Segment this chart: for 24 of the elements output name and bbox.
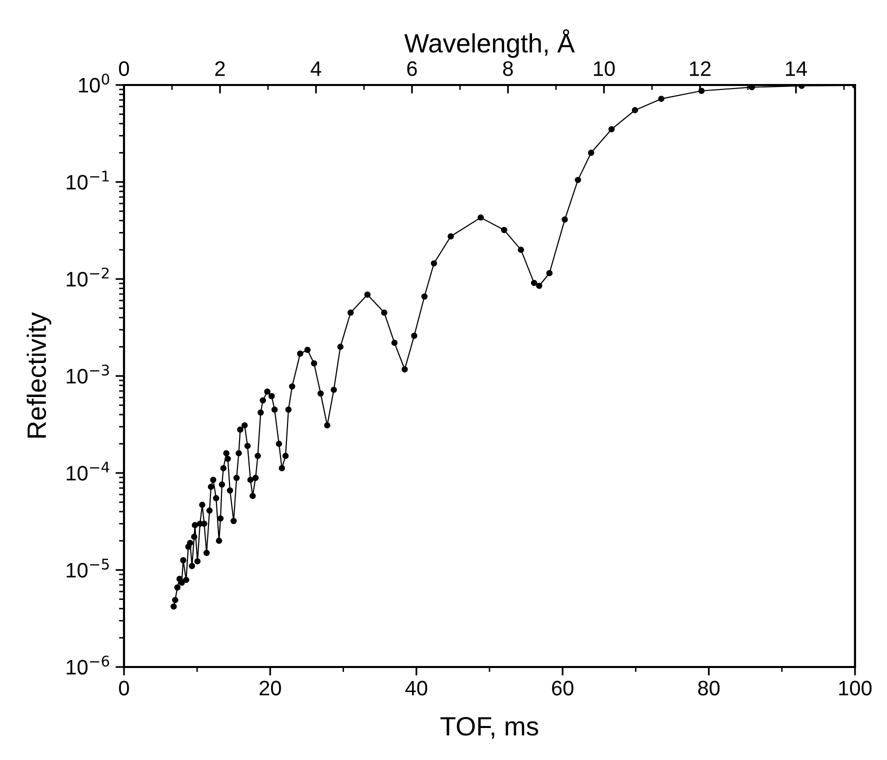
x2-tick-label: 10 — [594, 61, 615, 76]
x-tick-label: 40 — [405, 680, 428, 696]
y-tick-label: 10$^{−6}$ — [66, 656, 110, 675]
y-tick-label: 10$^{−2}$ — [66, 268, 109, 287]
x-tick-label: 80 — [698, 680, 720, 696]
x2-tick-label: 0 — [119, 61, 129, 76]
y-tick-label: 10$^{0}$ — [79, 74, 110, 93]
x-tick-label: 20 — [260, 680, 281, 696]
y-axis-title: Reflectivity — [26, 312, 52, 438]
y-tick-label: 10$^{−3}$ — [66, 364, 109, 384]
x2-tick-label: 12 — [690, 61, 711, 76]
x-tick-label: 0 — [119, 680, 129, 696]
x-tick-label: 100 — [839, 680, 872, 696]
y-tick-label: 10$^{−5}$ — [66, 558, 109, 578]
y-tick-label: 10$^{−4}$ — [66, 462, 110, 481]
y-tick-label: 10$^{−1}$ — [66, 170, 109, 190]
x-axis-title: TOF, ms — [440, 716, 538, 739]
x2-tick-label: 8 — [503, 61, 513, 76]
x2-tick-label: 14 — [786, 61, 807, 76]
x-tick-label: 60 — [552, 680, 574, 696]
x2-tick-label: 2 — [215, 61, 225, 76]
x2-tick-label: 6 — [407, 61, 417, 76]
x2-axis-title: Wavelength, Å — [404, 29, 575, 58]
x2-tick-label: 4 — [310, 61, 322, 76]
